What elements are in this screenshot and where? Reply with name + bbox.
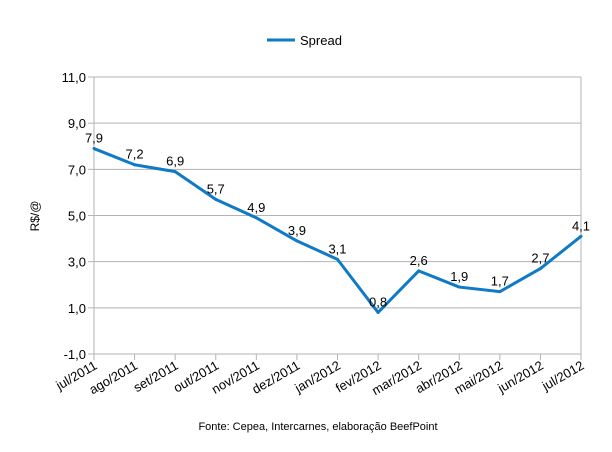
data-point [579,234,583,238]
data-label: 0,8 [369,294,387,309]
data-label: 3,9 [288,223,306,238]
y-tick-label: 3,0 [68,255,86,270]
legend-label-spread: Spread [300,33,342,48]
axes [93,77,582,360]
x-tick-label: jun/2012 [494,358,546,396]
data-label: 2,7 [531,251,549,266]
data-point [376,310,380,314]
y-axis-title: R$/@ [28,201,42,232]
data-label: 3,1 [328,241,346,256]
x-tick-label: set/2011 [131,358,181,395]
y-tick-label: -1,0 [64,347,86,362]
x-tick-label: jul/2012 [539,358,587,394]
y-tick-label: 5,0 [68,209,86,224]
data-label: 1,7 [491,274,509,289]
y-tick-label: 9,0 [68,116,86,131]
data-point [92,147,96,151]
data-label: 5,7 [207,181,225,196]
data-label: 6,9 [166,154,184,169]
y-tick-label: 7,0 [68,162,86,177]
data-point [254,216,258,220]
source-note: Fonte: Cepea, Intercarnes, elaboração Be… [198,421,437,433]
y-axis-ticks: -1,0 1,0 3,0 5,0 7,0 9,0 11,0 [62,70,94,362]
data-point [133,163,137,167]
gridlines [94,76,581,355]
y-tick-label: 1,0 [68,301,86,316]
legend: Spread [267,33,342,48]
data-point [417,269,421,273]
data-label: 7,9 [85,131,103,146]
data-point [336,257,339,261]
data-point [498,290,502,294]
data-labels: 7,9 7,2 6,9 5,7 4,9 3,9 3,1 0,8 2,6 1,9 1,7 2,7 4,1 [85,131,590,310]
y-tick-label: 11,0 [62,70,86,85]
data-label: 7,2 [126,147,144,162]
data-label: 1,9 [450,269,468,284]
data-label: 4,9 [247,200,265,215]
data-point [173,170,177,174]
data-point [538,267,542,271]
x-axis-ticks: jul/2011ago/2011set/2011out/2011nov/2011… [53,354,587,398]
x-tick-label: jan/2012 [291,358,343,396]
data-point [295,239,299,243]
data-label: 2,6 [410,253,428,268]
data-label: 4,1 [572,218,590,233]
data-point [457,285,461,289]
series-group [92,147,583,314]
data-point [214,197,218,201]
